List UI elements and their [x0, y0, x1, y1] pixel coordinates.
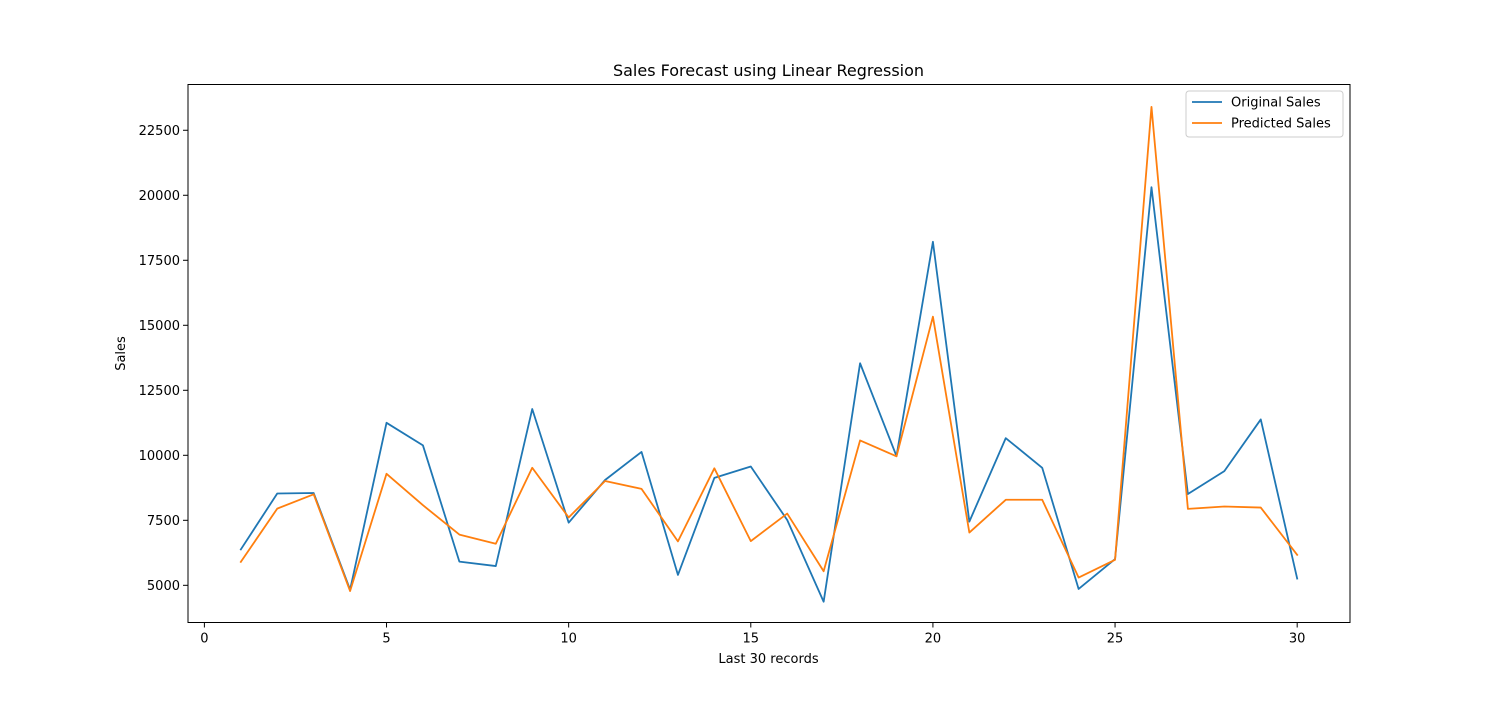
y-tick-label: 15000: [139, 319, 180, 334]
x-axis: 0 5 10 15 20 25 30: [200, 622, 1306, 647]
y-tick-label: 7500: [147, 514, 180, 529]
x-tick-label: 10: [560, 632, 577, 647]
x-tick-label: 25: [1107, 632, 1124, 647]
series-line-original-sales: [239, 186, 1299, 603]
y-axis-label: Sales: [114, 336, 129, 371]
y-tick-label: 20000: [139, 189, 180, 204]
series-layer: [239, 105, 1299, 603]
y-tick-label: 5000: [147, 579, 180, 594]
x-axis-label: Last 30 records: [718, 652, 818, 667]
plot-area-frame: [187, 84, 1351, 623]
x-tick-label: 15: [743, 632, 760, 647]
chart-title: Sales Forecast using Linear Regression: [613, 61, 924, 80]
x-tick-label: 30: [1289, 632, 1306, 647]
y-tick-label: 12500: [139, 384, 180, 399]
x-tick-label: 20: [925, 632, 942, 647]
y-tick-label: 22500: [139, 124, 180, 139]
legend: Original Sales Predicted Sales: [1185, 90, 1344, 138]
y-tick-label: 17500: [139, 254, 180, 269]
legend-label-original-sales: Original Sales: [1231, 96, 1321, 111]
legend-box: [1185, 90, 1344, 138]
x-tick-label: 0: [200, 632, 208, 647]
legend-label-predicted-sales: Predicted Sales: [1231, 117, 1331, 132]
y-tick-label: 10000: [139, 449, 180, 464]
x-tick-label: 5: [382, 632, 390, 647]
y-axis: 5000 7500 10000 12500 15000 17500 20000 22500: [139, 124, 188, 594]
series-line-predicted-sales: [239, 105, 1299, 592]
